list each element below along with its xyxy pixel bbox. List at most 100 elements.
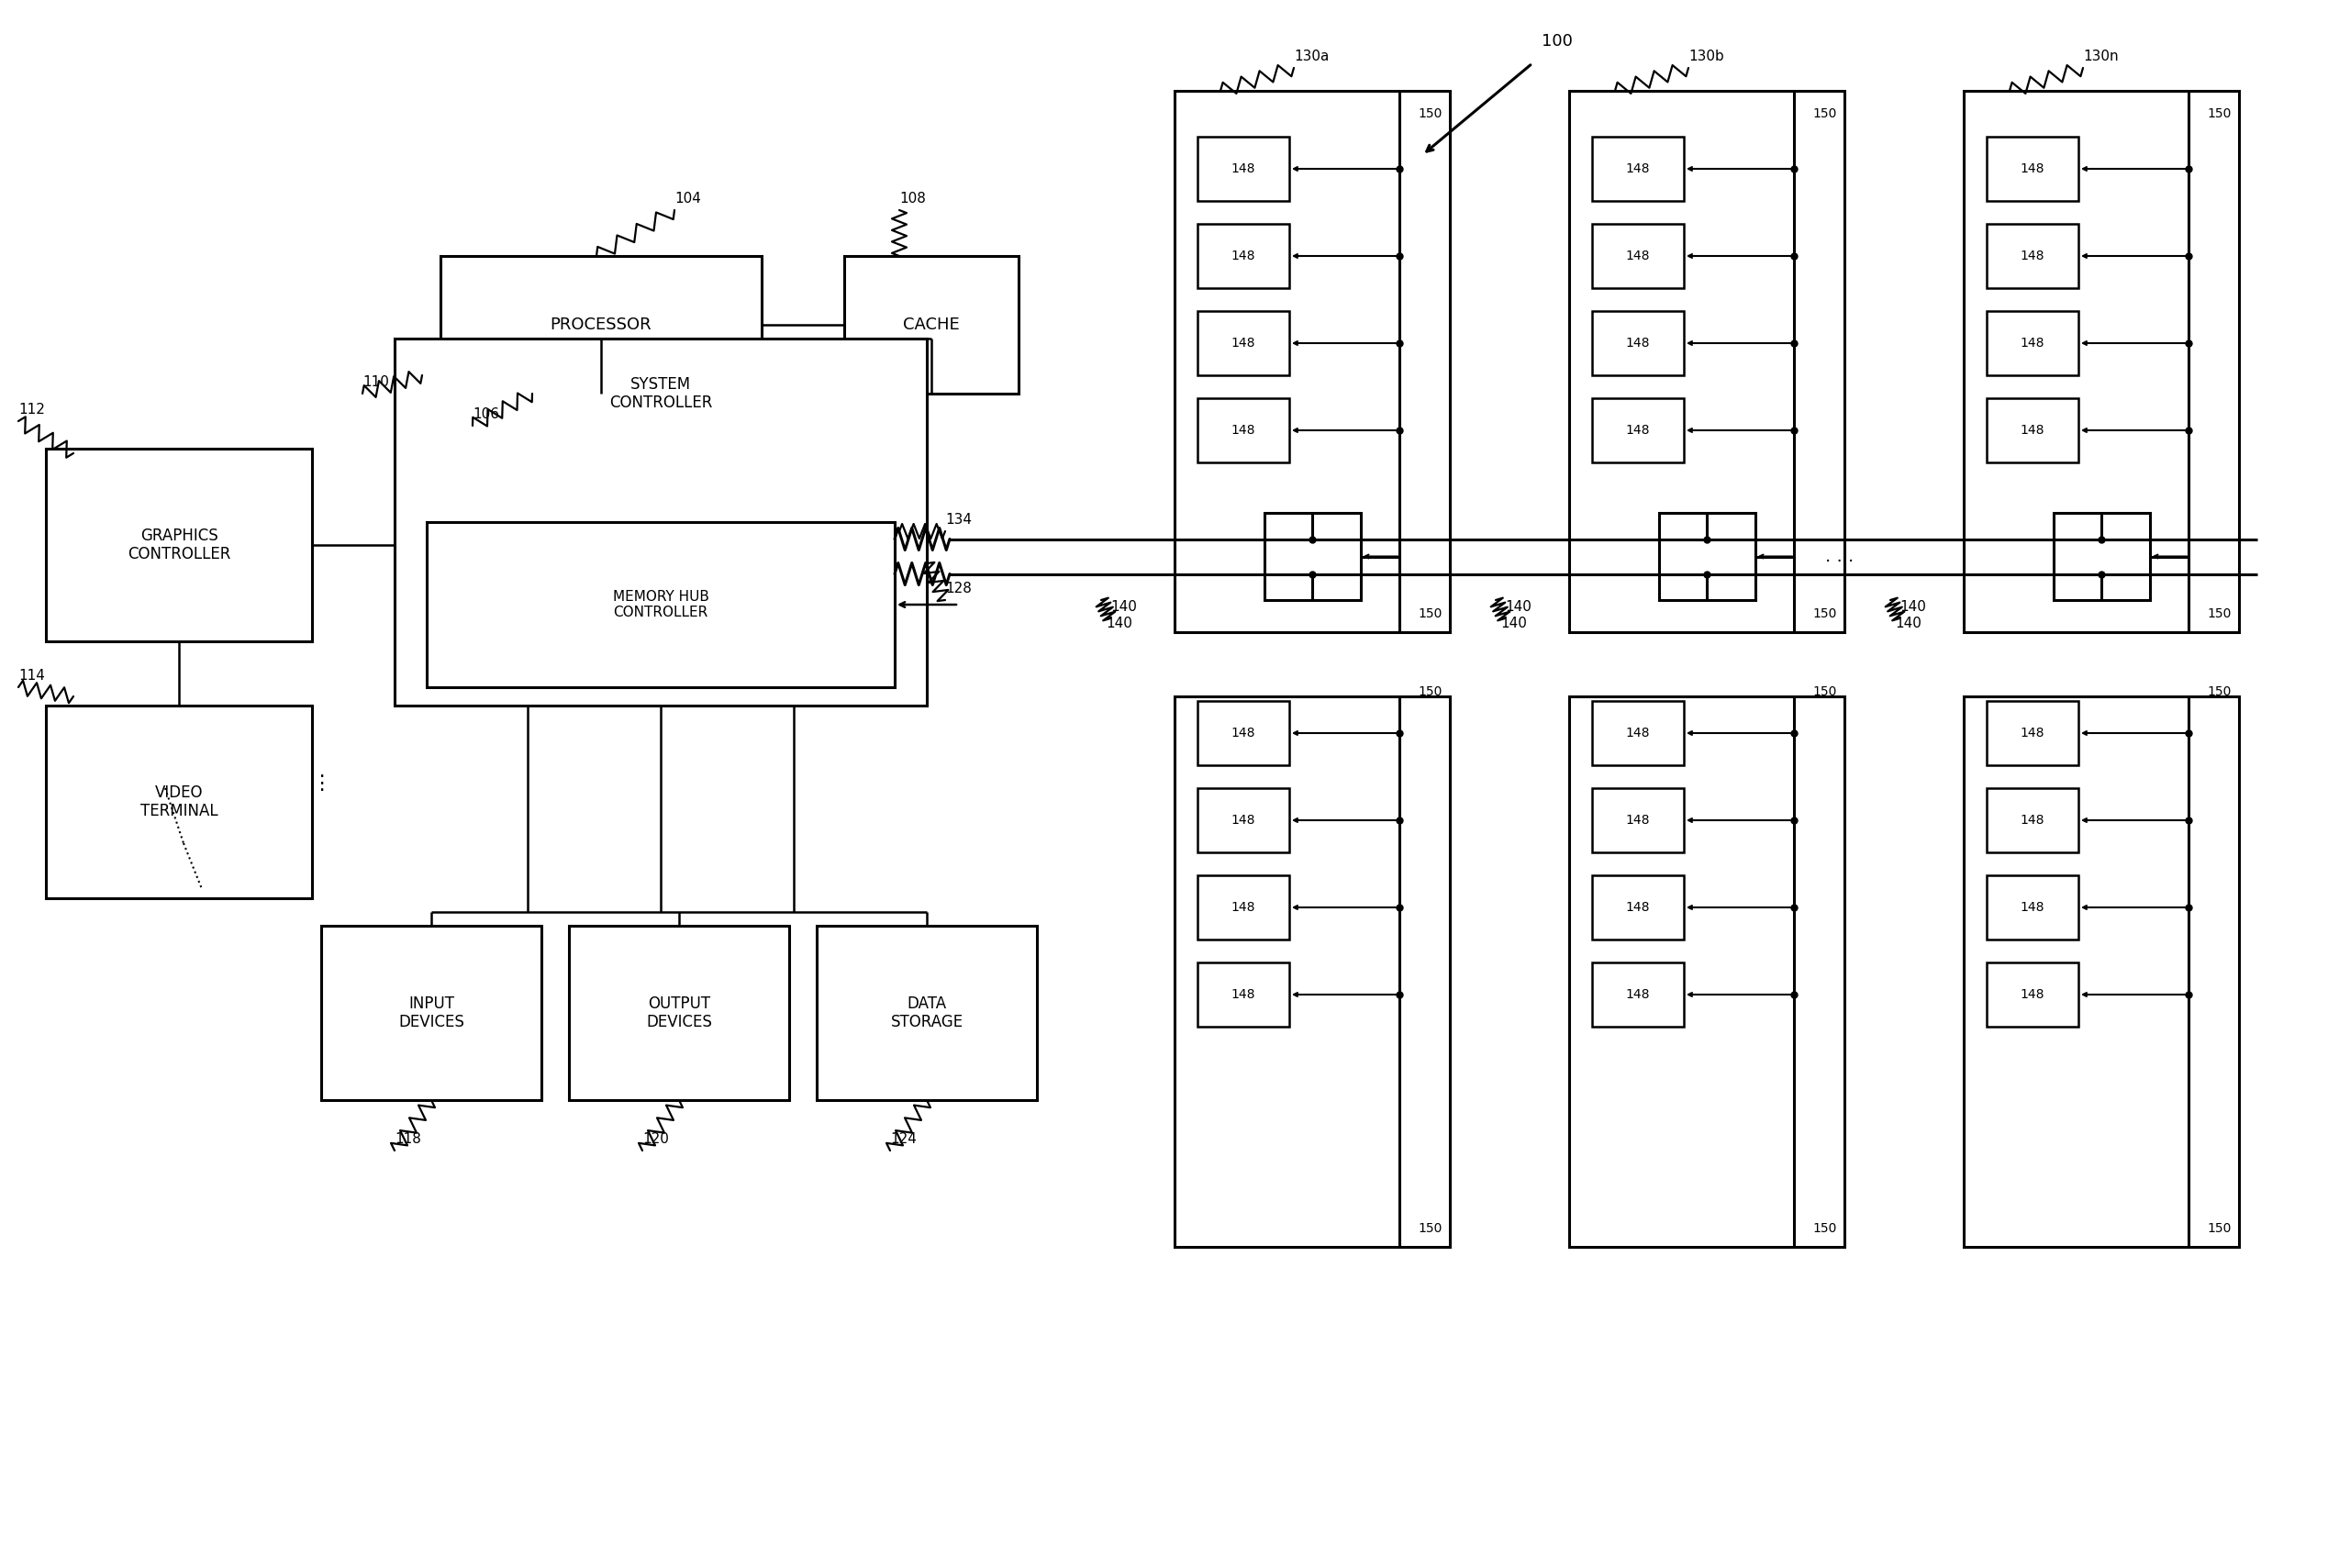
Text: 134: 134	[945, 513, 971, 527]
Bar	[1986, 701, 2079, 765]
Text: 106: 106	[472, 408, 498, 422]
Bar	[47, 448, 311, 641]
Bar	[1569, 696, 1845, 1247]
Bar	[395, 339, 926, 706]
Bar	[426, 522, 896, 687]
Bar	[1986, 136, 2079, 201]
Text: 148: 148	[1230, 902, 1256, 914]
Bar	[1593, 398, 1684, 463]
Bar	[568, 925, 788, 1101]
Text: 120: 120	[643, 1132, 669, 1146]
Bar	[816, 925, 1036, 1101]
Text: 148: 148	[1626, 988, 1649, 1000]
Bar	[1263, 513, 1361, 601]
Text: 148: 148	[1230, 423, 1256, 437]
Text: 112: 112	[19, 403, 44, 417]
Text: 148: 148	[1230, 163, 1256, 176]
Text: OUTPUT
DEVICES: OUTPUT DEVICES	[646, 996, 711, 1030]
Text: 148: 148	[1626, 249, 1649, 262]
Text: 148: 148	[2021, 988, 2044, 1000]
Bar	[1174, 696, 1450, 1247]
Text: 150: 150	[1417, 1221, 1441, 1236]
Text: ⋮: ⋮	[311, 775, 332, 793]
Bar	[440, 256, 763, 394]
Bar	[844, 256, 1017, 394]
Bar	[1198, 136, 1289, 201]
Bar	[1986, 789, 2079, 853]
Text: MEMORY HUB
CONTROLLER: MEMORY HUB CONTROLLER	[613, 590, 709, 619]
Bar	[2054, 513, 2150, 601]
Bar	[1174, 91, 1450, 632]
Text: 140: 140	[1895, 616, 1920, 630]
Bar	[1198, 310, 1289, 375]
Text: 114: 114	[19, 670, 44, 682]
Text: 150: 150	[2208, 685, 2231, 698]
Text: 148: 148	[1230, 726, 1256, 740]
Text: 148: 148	[1626, 814, 1649, 826]
Bar	[1986, 310, 2079, 375]
Bar	[1198, 789, 1289, 853]
Text: 148: 148	[2021, 423, 2044, 437]
Text: 148: 148	[1230, 337, 1256, 350]
Bar	[1593, 224, 1684, 289]
Text: DATA
STORAGE: DATA STORAGE	[891, 996, 964, 1030]
Bar	[1593, 789, 1684, 853]
Bar	[1569, 91, 1845, 632]
Text: 150: 150	[1813, 685, 1836, 698]
Text: 150: 150	[2208, 107, 2231, 121]
Bar	[1965, 696, 2238, 1247]
Bar	[1198, 398, 1289, 463]
Bar	[1593, 701, 1684, 765]
Text: 108: 108	[898, 191, 926, 205]
Text: 148: 148	[2021, 163, 2044, 176]
Text: 140: 140	[1504, 601, 1532, 613]
Text: 110: 110	[363, 375, 388, 389]
Text: 148: 148	[1626, 902, 1649, 914]
Text: 150: 150	[2208, 607, 2231, 621]
Text: 148: 148	[2021, 726, 2044, 740]
Text: 150: 150	[1417, 107, 1441, 121]
Bar	[1198, 224, 1289, 289]
Text: VIDEO
TERMINAL: VIDEO TERMINAL	[140, 784, 218, 820]
Text: 148: 148	[2021, 337, 2044, 350]
Text: 148: 148	[1626, 726, 1649, 740]
Text: 130n: 130n	[2084, 50, 2119, 63]
Text: 148: 148	[1626, 163, 1649, 176]
Bar	[1198, 875, 1289, 939]
Text: 130b: 130b	[1689, 50, 1724, 63]
Text: SYSTEM
CONTROLLER: SYSTEM CONTROLLER	[608, 376, 713, 411]
Bar	[1198, 701, 1289, 765]
Bar	[1986, 224, 2079, 289]
Text: 140: 140	[1899, 601, 1925, 613]
Text: 150: 150	[1813, 1221, 1836, 1236]
Text: 150: 150	[1813, 607, 1836, 621]
Text: 148: 148	[2021, 814, 2044, 826]
Bar	[1198, 963, 1289, 1027]
Text: 104: 104	[674, 191, 702, 205]
Bar	[1593, 136, 1684, 201]
Bar	[1986, 963, 2079, 1027]
Bar	[1658, 513, 1754, 601]
Bar	[1593, 310, 1684, 375]
Text: 148: 148	[2021, 902, 2044, 914]
Text: 148: 148	[1230, 814, 1256, 826]
Text: 140: 140	[1106, 616, 1132, 630]
Text: 148: 148	[2021, 249, 2044, 262]
Text: GRAPHICS
CONTROLLER: GRAPHICS CONTROLLER	[126, 527, 232, 563]
Text: . . .: . . .	[1824, 547, 1855, 564]
Bar	[1986, 398, 2079, 463]
Bar	[1593, 875, 1684, 939]
Bar	[1965, 91, 2238, 632]
Text: INPUT
DEVICES: INPUT DEVICES	[398, 996, 463, 1030]
Text: 140: 140	[1499, 616, 1527, 630]
Text: 130a: 130a	[1293, 50, 1329, 63]
Bar	[1593, 963, 1684, 1027]
Text: 150: 150	[2208, 1221, 2231, 1236]
Text: 150: 150	[1417, 685, 1441, 698]
Text: 140: 140	[1111, 601, 1137, 613]
Text: PROCESSOR: PROCESSOR	[550, 317, 653, 332]
Text: CACHE: CACHE	[903, 317, 959, 332]
Bar	[47, 706, 311, 898]
Text: 118: 118	[395, 1132, 421, 1146]
Text: 128: 128	[945, 582, 971, 596]
